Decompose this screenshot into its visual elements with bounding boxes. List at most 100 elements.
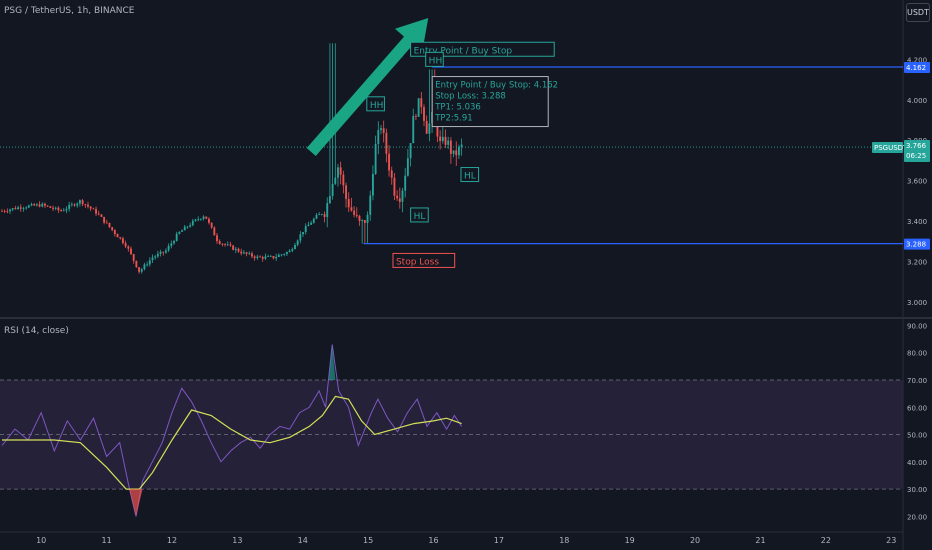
candle-body <box>264 256 267 259</box>
candle-body <box>388 153 390 171</box>
candle-body <box>307 224 310 227</box>
price-tick-label: 4.000 <box>907 97 927 105</box>
candle-body <box>62 210 65 212</box>
candle-body <box>439 136 442 142</box>
candle-body <box>318 214 321 216</box>
candle-body <box>369 195 372 215</box>
candle-body <box>358 215 361 221</box>
candle-body <box>181 230 184 232</box>
candle-body <box>334 177 337 184</box>
candle-body <box>216 235 218 242</box>
candle-body <box>259 256 261 258</box>
rsi-tick-label: 20.00 <box>907 513 927 521</box>
candle-body <box>380 128 382 131</box>
candle-body <box>140 269 143 272</box>
candle-body <box>455 150 458 156</box>
candle-body <box>14 208 17 210</box>
candle-body <box>444 136 447 145</box>
candle-body <box>76 203 79 206</box>
candle-body <box>41 203 44 207</box>
rsi-line <box>1 344 463 517</box>
candle-body <box>73 204 76 206</box>
candle-body <box>323 214 326 217</box>
stop-loss-label: Stop Loss <box>396 257 439 267</box>
candle-body <box>218 241 221 244</box>
candle-body <box>92 208 95 210</box>
candle-body <box>30 204 33 206</box>
time-tick-label: 20 <box>690 536 700 545</box>
candle-body <box>385 132 388 154</box>
candle-body <box>302 232 304 235</box>
candle-body <box>89 206 92 209</box>
candle-body <box>221 243 224 245</box>
candle-body <box>148 260 151 265</box>
candle-body <box>409 143 412 159</box>
candle-body <box>261 256 264 259</box>
candle-body <box>87 204 89 207</box>
hh-label-box <box>425 51 444 67</box>
candle-body <box>54 207 57 209</box>
candle-body <box>417 98 420 117</box>
candle-body <box>22 208 25 209</box>
candle-body <box>374 144 377 174</box>
candle-body <box>423 107 425 121</box>
candle-body <box>1 210 3 212</box>
candle-body <box>382 128 385 133</box>
hl-label-box <box>410 207 429 223</box>
stop-loss-label-box <box>392 252 456 268</box>
candle-body <box>296 240 299 245</box>
candle-body <box>460 144 463 147</box>
candle-body <box>315 214 318 219</box>
candle-body <box>108 222 111 228</box>
hh-label: HH <box>370 101 384 111</box>
candle-body <box>240 251 243 254</box>
candle-body <box>425 120 428 134</box>
currency-button[interactable]: USDT <box>906 3 930 22</box>
candle-body <box>44 203 46 206</box>
info-box-line: TP1: 5.036 <box>434 103 481 113</box>
candle-body <box>105 222 108 224</box>
symbol-title: PSG / TetherUS, 1h, BINANCE <box>4 6 135 16</box>
candle-body <box>46 205 49 207</box>
candle-body <box>224 243 227 245</box>
candle-body <box>396 195 399 199</box>
candle-body <box>326 203 329 217</box>
candle-body <box>124 243 127 247</box>
candle-body <box>19 207 22 209</box>
candle-body <box>436 117 439 137</box>
candle-body <box>119 237 122 239</box>
info-box-line: Stop Loss: 3.288 <box>435 92 506 102</box>
time-tick-label: 12 <box>167 536 177 545</box>
candle-body <box>127 246 130 249</box>
candle-body <box>256 256 259 259</box>
candle-body <box>100 214 103 217</box>
time-tick-label: 17 <box>494 536 504 545</box>
countdown-tag: 06:25 <box>906 152 926 160</box>
candle-body <box>38 204 41 207</box>
candle-body <box>232 245 235 250</box>
rsi-tick-label: 80.00 <box>907 350 927 358</box>
price-tag-entry-bg <box>904 62 930 74</box>
candle-body <box>401 190 404 202</box>
candle-body <box>398 198 401 202</box>
info-box-line: TP2:5.91 <box>434 114 473 124</box>
candle-body <box>9 209 11 212</box>
candle-body <box>345 185 347 199</box>
candle-body <box>350 207 353 211</box>
candle-body <box>363 219 366 223</box>
candle-body <box>393 177 396 196</box>
candle-body <box>167 245 170 251</box>
candle-body <box>458 146 460 156</box>
candle-body <box>49 206 52 208</box>
current-price-tag-bg <box>904 140 930 163</box>
candle-body <box>267 256 270 257</box>
candle-body <box>65 208 68 211</box>
rsi-oversold-fill <box>129 489 143 517</box>
candle-body <box>183 226 186 231</box>
candle-body <box>78 200 81 204</box>
hl-label: HL <box>414 212 426 222</box>
candle-body <box>452 150 455 154</box>
candle-body <box>310 222 313 225</box>
symbol-tag-bg <box>872 142 903 154</box>
